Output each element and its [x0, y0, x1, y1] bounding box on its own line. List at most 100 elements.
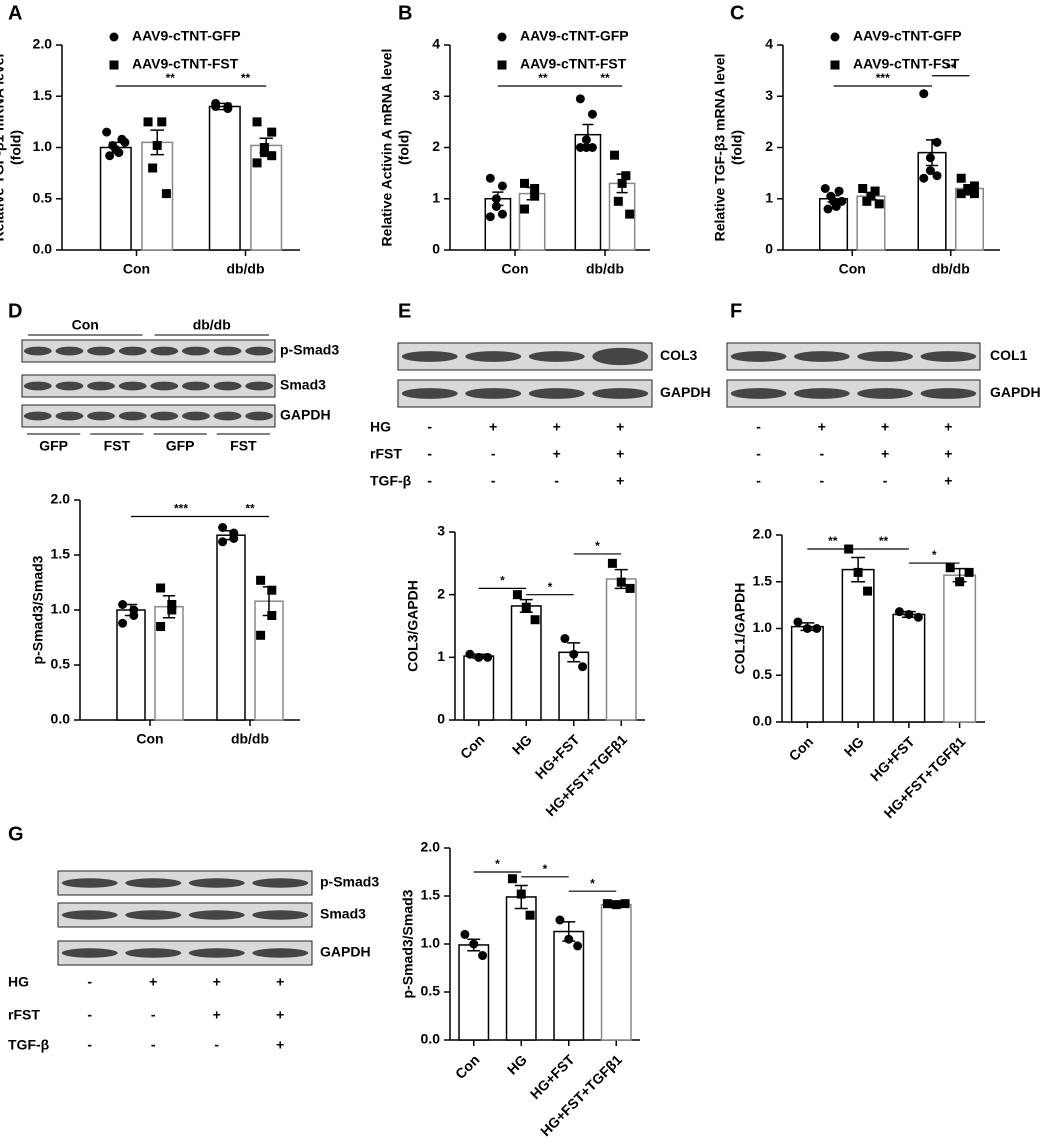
data-point — [602, 899, 612, 909]
panel-label: G — [8, 823, 24, 845]
data-point — [858, 184, 868, 193]
y-axis-label: COL1/GAPDH — [732, 583, 748, 675]
data-point — [607, 558, 617, 568]
y-tick-label: 2 — [432, 138, 440, 154]
data-point — [964, 567, 974, 577]
data-point — [223, 104, 233, 114]
data-point — [863, 586, 873, 596]
y-tick-label: 1.0 — [33, 138, 53, 154]
data-point — [460, 929, 470, 939]
data-point — [267, 585, 277, 595]
y-tick-label: 2 — [437, 585, 445, 601]
y-tick-label: 4 — [432, 36, 440, 52]
y-tick-label: 1.0 — [753, 619, 773, 635]
blot-band — [794, 388, 850, 399]
data-point — [610, 150, 620, 160]
data-point — [267, 127, 277, 137]
treatment-mark: - — [87, 1007, 92, 1023]
treatment-label: TGF-β — [370, 473, 412, 489]
treatment-mark: - — [820, 473, 825, 489]
data-point — [105, 151, 115, 161]
treatment-mark: - — [87, 1037, 92, 1053]
data-point — [913, 612, 923, 622]
blot-strip — [21, 339, 276, 363]
data-point — [491, 201, 501, 211]
data-point — [167, 605, 177, 615]
data-point — [564, 934, 574, 944]
significance-label: * — [932, 548, 937, 562]
panel-label: C — [730, 2, 744, 24]
data-point — [812, 624, 822, 633]
bar — [463, 655, 495, 721]
data-point — [520, 178, 530, 188]
blot-band — [87, 346, 115, 356]
blot-band — [592, 388, 649, 399]
y-tick-label: 0.5 — [51, 656, 71, 672]
data-point — [259, 143, 269, 152]
blot-band — [150, 381, 179, 391]
x-tick-label: Con — [839, 261, 866, 277]
treatment-mark: + — [276, 1007, 284, 1023]
y-tick-label: 0 — [432, 241, 440, 257]
blot-band — [794, 351, 850, 362]
blot-group-label: Con — [72, 317, 99, 333]
data-point — [167, 600, 177, 609]
blot-row-label: GAPDH — [660, 384, 711, 400]
bar — [574, 133, 602, 251]
data-point — [256, 575, 266, 585]
y-tick-label: 0.5 — [33, 189, 53, 205]
blot-group-label: FST — [104, 438, 131, 454]
data-point — [109, 60, 119, 70]
significance-label: * — [590, 876, 595, 890]
significance-label: ** — [828, 534, 838, 548]
data-point — [830, 60, 840, 70]
x-tick-label: Con — [457, 731, 488, 762]
data-point — [837, 196, 847, 206]
data-point — [611, 900, 621, 910]
y-tick-label: 0.0 — [421, 1031, 441, 1047]
treatment-mark: + — [881, 446, 889, 462]
y-axis-label: Relative TGF-β3 mRNA level — [712, 54, 728, 242]
treatment-mark: + — [818, 419, 826, 435]
y-axis-label: Relative TGF-β1 mRNA level — [0, 54, 7, 242]
y-tick-label: 1.5 — [421, 887, 441, 903]
treatment-mark: + — [213, 1007, 221, 1023]
data-point — [620, 899, 630, 909]
significance-label: * — [500, 574, 505, 588]
data-point — [925, 153, 935, 163]
y-tick-label: 0.0 — [51, 711, 71, 727]
blot-band — [118, 381, 147, 391]
data-point — [256, 630, 266, 640]
data-point — [575, 143, 585, 152]
data-point — [485, 173, 495, 183]
data-point — [569, 649, 579, 659]
blot-band — [182, 346, 210, 356]
blot-row-label: COL1 — [990, 347, 1028, 363]
y-tick-label: 0.5 — [753, 666, 773, 682]
blot-band — [150, 346, 179, 356]
data-point — [613, 196, 623, 206]
y-axis-label: (fold) — [8, 130, 24, 165]
data-point — [830, 32, 840, 42]
significance-label: *** — [174, 502, 188, 516]
panel-label: A — [8, 2, 22, 24]
data-point — [617, 178, 627, 188]
treatment-mark: - — [427, 419, 432, 435]
blot-band — [857, 388, 913, 399]
x-tick-label: HG+FST — [867, 733, 918, 784]
data-point — [621, 171, 631, 181]
y-axis-label: Relative Activin A mRNA level — [379, 49, 395, 247]
blot-row-label: COL3 — [660, 347, 698, 363]
y-tick-label: 2.0 — [753, 526, 773, 542]
data-point — [156, 583, 166, 593]
data-point — [956, 189, 966, 199]
blot-band — [61, 910, 118, 920]
data-point — [478, 951, 488, 961]
data-point — [573, 941, 583, 951]
data-point — [218, 523, 228, 532]
data-point — [516, 889, 526, 899]
treatment-mark: + — [944, 473, 952, 489]
y-tick-label: 0 — [437, 711, 445, 727]
x-tick-label: HG — [841, 733, 867, 759]
blot-band — [920, 388, 977, 399]
